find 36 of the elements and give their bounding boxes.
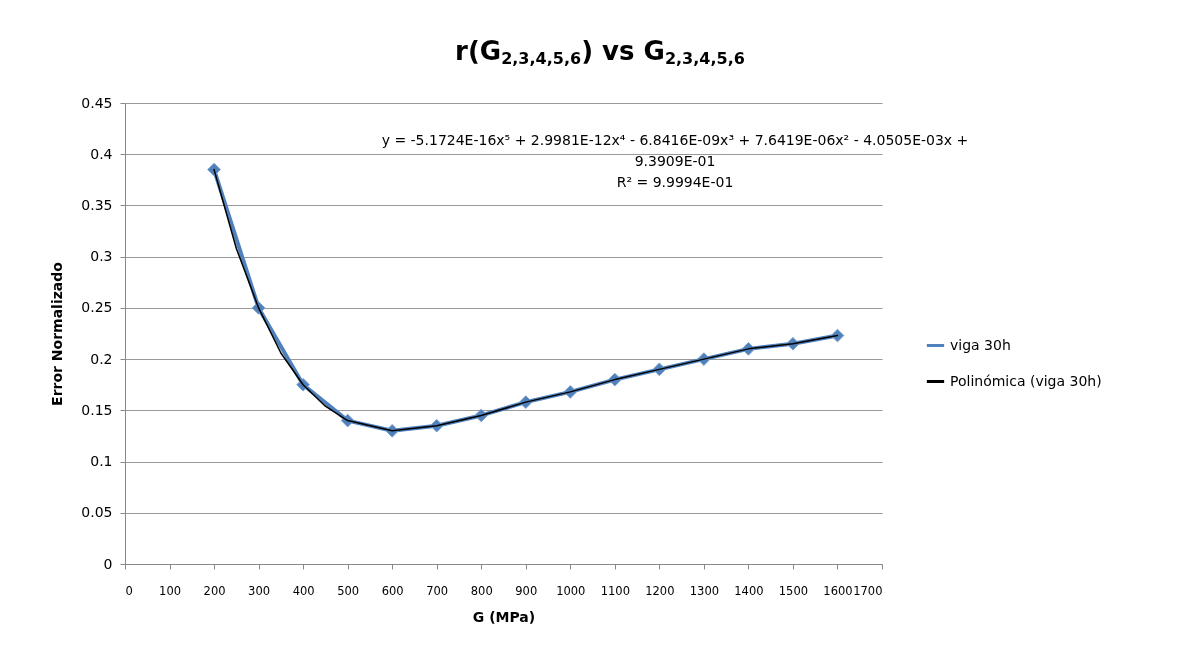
y-tick-label: 0.25 — [81, 299, 113, 316]
y-tick-label: 0.15 — [81, 401, 113, 418]
y-tick-label: 0.1 — [90, 453, 113, 470]
y-tick-label: 0.35 — [81, 196, 113, 213]
x-tick-label: 400 — [292, 583, 315, 598]
x-tick-label: 1100 — [600, 583, 630, 598]
legend-label: viga 30h — [950, 336, 1011, 353]
y-tick-label: 0 — [103, 555, 113, 572]
x-tick-label: 600 — [381, 583, 404, 598]
x-tick-label: 1000 — [556, 583, 586, 598]
y-tick-label: 0.45 — [81, 94, 113, 111]
x-tick-label: 1600 — [823, 583, 853, 598]
point — [830, 328, 845, 343]
x-axis-title: G (MPa) — [472, 609, 536, 625]
annotation: y = -5.1724E-16x⁵ + 2.9981E-12x⁴ - 6.8416E-09x³ + 7.6419E-06x² - 4.0505E-03x + 9.3909E-01 — [380, 131, 970, 171]
legend-label: Polinómica (viga 30h) — [950, 372, 1102, 389]
x-tick-label: 900 — [515, 583, 538, 598]
annotation: R² = 9.9994E-01 — [615, 173, 735, 192]
x-tick-label: 1400 — [734, 583, 764, 598]
x-tick-label: 500 — [337, 583, 360, 598]
x-tick-label: 100 — [159, 583, 182, 598]
x-tick-label: 700 — [426, 583, 449, 598]
x-tick-label: 200 — [203, 583, 226, 598]
y-axis-title: Error Normalizado — [49, 261, 66, 406]
x-tick-label: 300 — [248, 583, 271, 598]
y-tick-label: 0.3 — [90, 248, 113, 265]
y-tick-label: 0.2 — [90, 350, 113, 367]
y-tick-label: 0.05 — [81, 504, 113, 521]
chart-title: r(G$_{2,3,4,5,6}$) vs G$_{2,3,4,5,6}$ — [454, 36, 746, 68]
x-tick-label: 0 — [125, 583, 133, 598]
x-tick-label: 1200 — [645, 583, 675, 598]
x-tick-label: 1500 — [778, 583, 809, 598]
x-tick-label: 800 — [470, 583, 493, 598]
x-tick-label: 1300 — [689, 583, 720, 598]
x-tick-label: 1700 — [853, 583, 883, 598]
y-tick-label: 0.4 — [90, 145, 113, 162]
